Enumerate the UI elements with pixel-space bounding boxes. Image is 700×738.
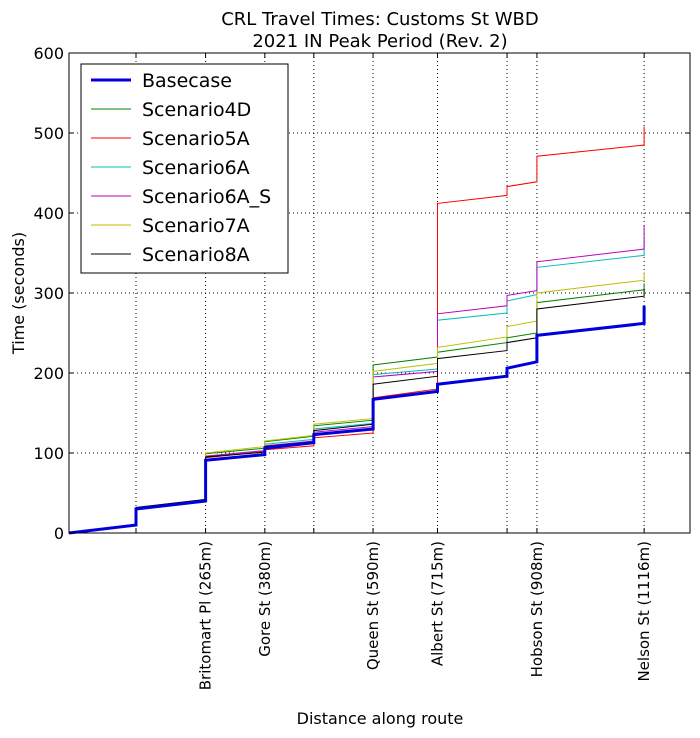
y-tick-label: 0	[54, 524, 64, 543]
legend-label: Basecase	[142, 70, 232, 92]
y-tick-label: 600	[33, 44, 64, 63]
y-tick-label: 400	[33, 204, 64, 223]
axis-ticks: 0 100 200 300 400 500 600 Britomart Pl (265m) Go…	[33, 44, 690, 690]
chart-title: CRL Travel Times: Customs St WBD	[221, 9, 539, 30]
legend-label: Scenario6A	[142, 157, 250, 179]
y-tick-label: 500	[33, 124, 64, 143]
legend-label: Scenario5A	[142, 128, 250, 150]
y-tick-label: 300	[33, 284, 64, 303]
x-axis-label: Distance along route	[297, 709, 464, 728]
x-tick-label: Hobson St (908m)	[528, 541, 546, 677]
x-tick-label: Britomart Pl (265m)	[197, 541, 215, 690]
chart-subtitle: 2021 IN Peak Period (Rev. 2)	[252, 31, 507, 52]
y-tick-label: 100	[33, 444, 64, 463]
y-tick-label: 200	[33, 364, 64, 383]
y-axis-label: Time (seconds)	[9, 232, 28, 355]
series-line-basecase	[68, 305, 646, 535]
x-tick-label: Queen St (590m)	[364, 541, 382, 670]
legend-label: Scenario7A	[142, 215, 250, 237]
series-line-scenario8a	[68, 289, 645, 534]
x-tick-label: Albert St (715m)	[428, 541, 446, 666]
series-line-scenario6a	[68, 237, 645, 534]
x-tick-label: Nelson St (1116m)	[635, 541, 653, 682]
legend-box	[80, 63, 289, 274]
legend-label: Scenario8A	[142, 244, 250, 266]
series-line-scenario4d	[68, 283, 645, 534]
plot-series	[68, 126, 646, 535]
series-line-scenario7a	[68, 272, 645, 534]
legend-label: Scenario4D	[142, 99, 251, 121]
legend: Basecase Scenario4D Scenario5A Scenario6A Sc…	[80, 63, 289, 274]
legend-label: Scenario6A_S	[142, 186, 271, 208]
x-tick-label: Gore St (380m)	[256, 541, 274, 657]
